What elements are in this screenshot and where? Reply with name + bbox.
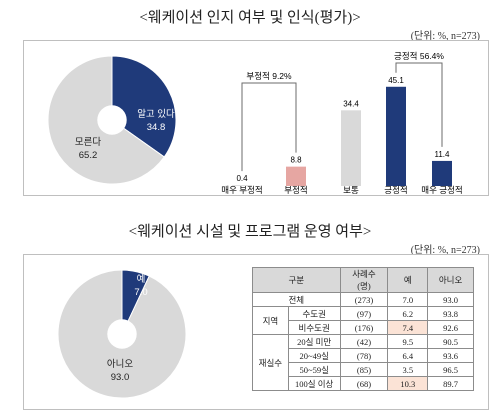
section2-unit: (단위: %, n=273) — [410, 245, 480, 256]
operation-table: 구분 사례수 (명) 예 아니오 전체 (273) 7.0 93.0 지역 수도권 (97) 6.2 93… — [252, 267, 474, 391]
table-cell-cases: (78) — [339, 348, 389, 363]
bar-부정적 — [286, 166, 306, 186]
pie-label-알고-있다: 알고 있다 — [137, 108, 175, 120]
table-group-label: 지역 — [252, 306, 289, 335]
operation-panel: 예 7.0 아니오 93.0 구분 사례수 (명) 예 아니오 전체 (273) 7.0 93.0 지역… — [23, 254, 489, 410]
table-cell-yes: 6.2 — [387, 306, 429, 321]
table-cell-no: 93.0 — [427, 292, 474, 307]
positive-total-bracket — [395, 62, 443, 147]
table-cell-no: 89.7 — [427, 376, 474, 391]
table-cell-cases: (42) — [339, 334, 389, 349]
section2-title: <웨케이션 시설 및 프로그램 운영 여부> — [128, 224, 372, 240]
table-header-cases: 사례수 (명) — [339, 267, 389, 293]
pie-value-알고-있다: 34.8 — [147, 122, 166, 133]
negative-total-label: 부정적 9.2% — [246, 71, 292, 81]
table-cell-cases: (97) — [339, 306, 389, 321]
bar-category-긍정적: 긍정적 — [384, 185, 407, 195]
operation-pie-chart: 예 7.0 아니오 93.0 — [57, 269, 187, 399]
pie-center-hole — [97, 105, 127, 135]
table-row: 20~49실 (78) 6.4 93.6 — [253, 348, 474, 363]
table-cell-no: 93.8 — [427, 306, 474, 321]
bar-category-부정적: 부정적 — [284, 185, 307, 195]
section1-title: <웨케이션 인지 여부 및 인식(평가)> — [139, 10, 361, 26]
positive-total-label: 긍정적 56.4% — [394, 51, 444, 61]
bar-value-보통: 34.4 — [343, 99, 359, 108]
table-row-label: 전체 — [252, 292, 341, 307]
table-cell-no: 92.6 — [427, 320, 474, 335]
pie-slice-알고-있다 — [111, 55, 177, 158]
bar-매우-긍정적 — [432, 160, 452, 186]
table-row: 재실수 20실 미만 (42) 9.5 90.5 — [252, 334, 474, 391]
bar-value-부정적: 8.8 — [290, 156, 302, 165]
table-header-no: 아니오 — [427, 267, 474, 293]
table-cell-cases: (273) — [339, 292, 389, 307]
bar-매우-부정적 — [232, 185, 252, 186]
table-cell-yes: 10.3 — [387, 376, 429, 391]
table-row-label: 50~59실 — [287, 362, 341, 377]
bar-category-매우-부정적: 매우 부정적 — [221, 185, 262, 195]
table-row-label: 수도권 — [287, 306, 341, 321]
table-row: 100실 이상 (68) 10.3 89.7 — [253, 376, 474, 391]
table-row-label: 20실 미만 — [287, 334, 341, 349]
awareness-panel: 알고 있다 34.8 모른다 65.2 0.4 매우 부정적 8.8 부정적 34.4 보통 45.… — [23, 40, 489, 196]
bar-category-보통: 보통 — [343, 185, 359, 195]
table-header-yes: 예 — [387, 267, 429, 293]
table-row: 지역 수도권 (97) 6.2 93.8 — [252, 306, 474, 335]
negative-total-bracket — [241, 82, 297, 172]
pie-label-예: 예 — [137, 274, 146, 285]
table-cell-yes: 7.0 — [387, 292, 429, 307]
table-group-label: 재실수 — [252, 334, 289, 391]
bar-value-긍정적: 45.1 — [388, 76, 404, 85]
table-cell-no: 93.6 — [427, 348, 474, 363]
bar-value-매우-부정적: 0.4 — [236, 174, 248, 183]
table-header-row: 구분 사례수 (명) 예 아니오 — [252, 267, 474, 293]
bar-긍정적 — [386, 86, 406, 186]
table-cell-cases: (176) — [339, 320, 389, 335]
table-cell-yes: 7.4 — [387, 320, 429, 335]
table-cell-yes: 9.5 — [387, 334, 429, 349]
pie-label-아니오: 아니오 — [107, 359, 133, 370]
table-cell-no: 96.5 — [427, 362, 474, 377]
table-row: 전체 (273) 7.0 93.0 — [252, 292, 474, 307]
table-cell-no: 90.5 — [427, 334, 474, 349]
table-row-label: 20~49실 — [287, 348, 341, 363]
table-header-category: 구분 — [252, 267, 341, 293]
awareness-charts: 알고 있다 34.8 모른다 65.2 0.4 매우 부정적 8.8 부정적 34.4 보통 45.… — [47, 51, 463, 195]
table-cell-cases: (68) — [339, 376, 389, 391]
section1-unit: (단위: %, n=273) — [410, 31, 480, 42]
bar-category-매우-긍정적: 매우 긍정적 — [421, 185, 462, 195]
bar-value-매우-긍정적: 11.4 — [435, 150, 451, 159]
pie-value-아니오: 93.0 — [111, 372, 130, 383]
pie-center-hole — [107, 319, 137, 349]
pie-value-예: 7.0 — [134, 287, 147, 298]
table-row-label: 100실 이상 — [287, 376, 341, 391]
table-cell-yes: 6.4 — [387, 348, 429, 363]
pie-value-모른다: 65.2 — [79, 150, 98, 161]
bar-보통 — [341, 110, 361, 186]
table-cell-yes: 3.5 — [387, 362, 429, 377]
table-cell-cases: (85) — [339, 362, 389, 377]
pie-label-모른다: 모른다 — [75, 137, 101, 148]
table-row-label: 비수도권 — [287, 320, 341, 335]
